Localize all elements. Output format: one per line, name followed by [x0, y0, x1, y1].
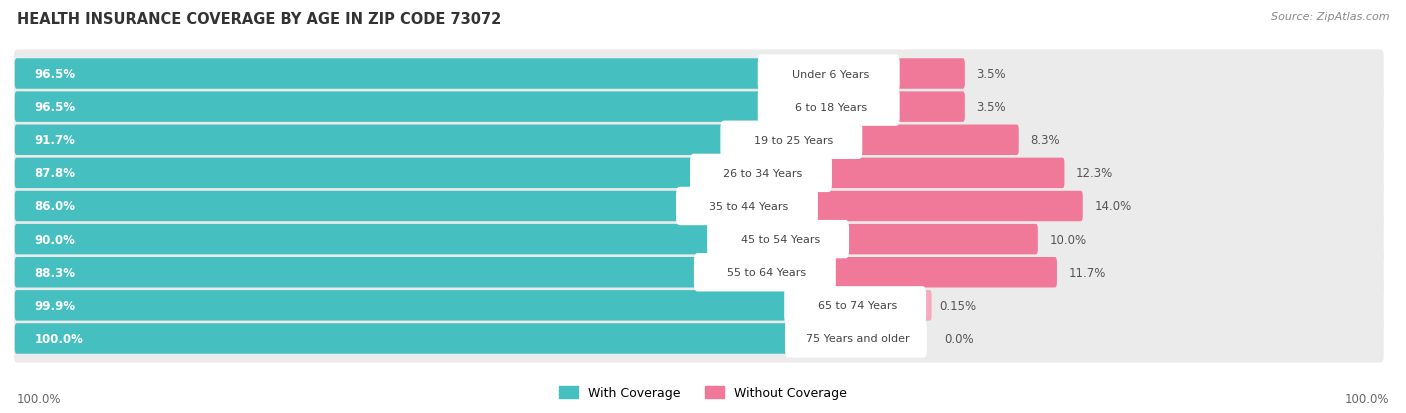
- Text: 99.9%: 99.9%: [35, 299, 76, 312]
- Text: 35 to 44 Years: 35 to 44 Years: [710, 202, 789, 211]
- Text: 88.3%: 88.3%: [35, 266, 76, 279]
- Text: 11.7%: 11.7%: [1069, 266, 1107, 279]
- FancyBboxPatch shape: [676, 188, 818, 225]
- Text: 12.3%: 12.3%: [1076, 167, 1114, 180]
- Text: 8.3%: 8.3%: [1031, 134, 1060, 147]
- FancyBboxPatch shape: [813, 191, 1083, 222]
- FancyBboxPatch shape: [14, 282, 1384, 330]
- Text: 100.0%: 100.0%: [35, 332, 83, 345]
- Text: HEALTH INSURANCE COVERAGE BY AGE IN ZIP CODE 73072: HEALTH INSURANCE COVERAGE BY AGE IN ZIP …: [17, 12, 501, 27]
- FancyBboxPatch shape: [785, 287, 927, 325]
- Text: 91.7%: 91.7%: [35, 134, 76, 147]
- FancyBboxPatch shape: [14, 216, 1384, 263]
- FancyBboxPatch shape: [14, 158, 700, 189]
- Text: 0.0%: 0.0%: [945, 332, 974, 345]
- Text: 14.0%: 14.0%: [1094, 200, 1132, 213]
- FancyBboxPatch shape: [720, 121, 862, 159]
- FancyBboxPatch shape: [827, 158, 1064, 189]
- FancyBboxPatch shape: [894, 59, 965, 90]
- Text: 55 to 64 Years: 55 to 64 Years: [727, 268, 807, 278]
- FancyBboxPatch shape: [14, 315, 1384, 363]
- FancyBboxPatch shape: [14, 150, 1384, 197]
- Text: 6 to 18 Years: 6 to 18 Years: [794, 102, 868, 112]
- FancyBboxPatch shape: [785, 320, 927, 358]
- Text: 3.5%: 3.5%: [977, 101, 1007, 114]
- FancyBboxPatch shape: [707, 221, 849, 259]
- FancyBboxPatch shape: [695, 254, 835, 292]
- FancyBboxPatch shape: [758, 88, 900, 126]
- FancyBboxPatch shape: [758, 55, 900, 93]
- Text: 75 Years and older: 75 Years and older: [806, 334, 910, 344]
- FancyBboxPatch shape: [14, 191, 686, 222]
- FancyBboxPatch shape: [14, 83, 1384, 131]
- FancyBboxPatch shape: [921, 290, 932, 321]
- Text: 65 to 74 Years: 65 to 74 Years: [818, 301, 897, 311]
- FancyBboxPatch shape: [14, 183, 1384, 230]
- Text: 90.0%: 90.0%: [35, 233, 76, 246]
- Legend: With Coverage, Without Coverage: With Coverage, Without Coverage: [554, 381, 852, 404]
- Text: 26 to 34 Years: 26 to 34 Years: [724, 169, 803, 178]
- FancyBboxPatch shape: [14, 50, 1384, 98]
- Text: 100.0%: 100.0%: [1344, 392, 1389, 405]
- FancyBboxPatch shape: [14, 290, 794, 321]
- FancyBboxPatch shape: [856, 125, 1019, 156]
- FancyBboxPatch shape: [14, 125, 730, 156]
- FancyBboxPatch shape: [894, 92, 965, 123]
- Text: 100.0%: 100.0%: [17, 392, 62, 405]
- Text: 87.8%: 87.8%: [35, 167, 76, 180]
- FancyBboxPatch shape: [844, 224, 1038, 255]
- Text: 0.15%: 0.15%: [939, 299, 976, 312]
- Text: 96.5%: 96.5%: [35, 101, 76, 114]
- FancyBboxPatch shape: [14, 116, 1384, 164]
- FancyBboxPatch shape: [14, 323, 794, 354]
- Text: 10.0%: 10.0%: [1049, 233, 1087, 246]
- FancyBboxPatch shape: [14, 249, 1384, 297]
- Text: Under 6 Years: Under 6 Years: [792, 69, 869, 79]
- FancyBboxPatch shape: [14, 257, 703, 288]
- FancyBboxPatch shape: [14, 224, 717, 255]
- FancyBboxPatch shape: [690, 154, 832, 192]
- Text: 86.0%: 86.0%: [35, 200, 76, 213]
- FancyBboxPatch shape: [14, 59, 768, 90]
- Text: 45 to 54 Years: 45 to 54 Years: [741, 235, 820, 244]
- Text: 3.5%: 3.5%: [977, 68, 1007, 81]
- Text: 96.5%: 96.5%: [35, 68, 76, 81]
- Text: Source: ZipAtlas.com: Source: ZipAtlas.com: [1271, 12, 1389, 22]
- Text: 19 to 25 Years: 19 to 25 Years: [754, 135, 832, 145]
- FancyBboxPatch shape: [831, 257, 1057, 288]
- FancyBboxPatch shape: [14, 92, 768, 123]
